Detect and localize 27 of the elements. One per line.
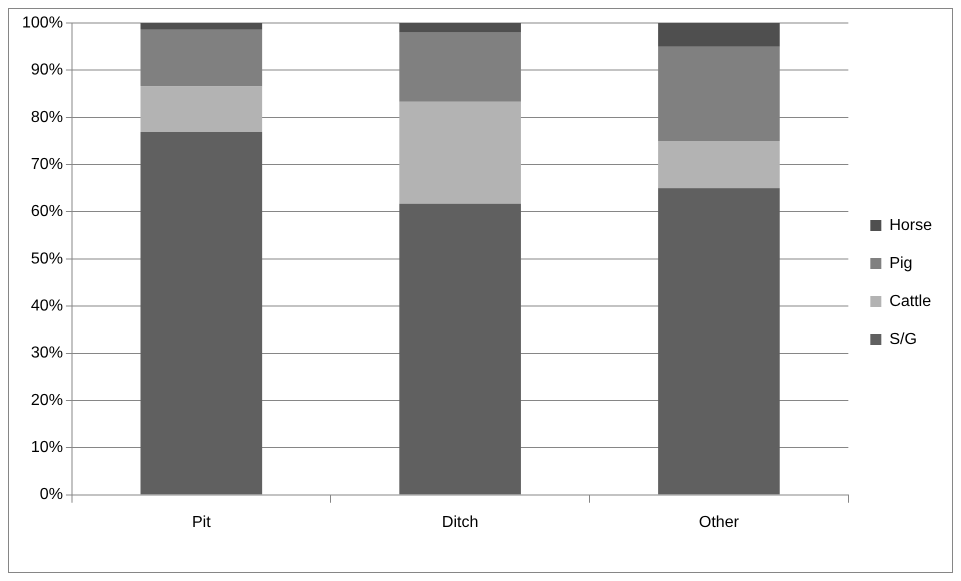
y-tick-label: 10% [30, 439, 63, 456]
legend-label: Cattle [889, 292, 932, 310]
y-tick-label: 50% [30, 250, 63, 268]
legend-label: Horse [889, 216, 932, 234]
y-tick-label: 0% [40, 486, 63, 504]
bar [140, 86, 262, 132]
legend-label: S/G [889, 330, 917, 348]
y-tick-label: 80% [30, 108, 63, 126]
bar [658, 188, 780, 494]
y-tick-label: 60% [30, 203, 63, 220]
y-tick-label: 20% [30, 392, 63, 409]
bar [140, 132, 262, 494]
bar [399, 102, 521, 204]
bar [399, 23, 521, 32]
bar [399, 204, 521, 494]
bar [658, 140, 780, 188]
x-tick-label: Other [698, 514, 740, 531]
y-tick-label: 40% [30, 297, 63, 314]
legend-label: Pig [889, 254, 912, 272]
bar [658, 23, 780, 47]
y-tick-label: 100% [22, 14, 63, 32]
bar [140, 23, 262, 30]
y-tick-label: 30% [30, 344, 63, 362]
x-tick-label: Pit [192, 514, 212, 531]
y-tick-label: 90% [30, 62, 63, 79]
y-tick-label: 70% [30, 156, 63, 173]
x-tick-label: Ditch [442, 514, 478, 531]
